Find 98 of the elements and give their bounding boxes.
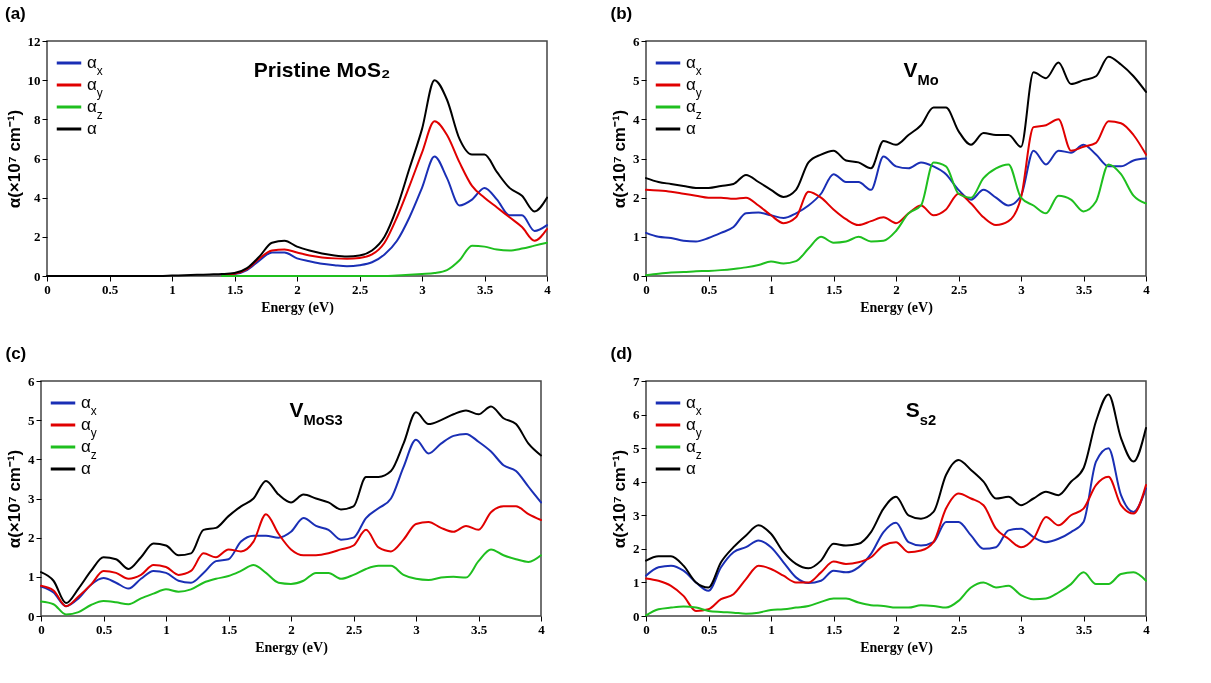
x-tick-label: 2.5 xyxy=(351,281,369,297)
legend-label: α xyxy=(81,459,91,478)
y-tick-label: 1 xyxy=(633,229,640,245)
x-tick-label: 3.5 xyxy=(470,621,488,637)
x-tick-label: 0 xyxy=(643,281,650,297)
x-tick-label: 4 xyxy=(544,281,552,297)
y-tick-label: 10 xyxy=(27,72,41,88)
x-tick-label: 1 xyxy=(768,281,775,297)
line-series xyxy=(645,475,1147,612)
line-series xyxy=(645,393,1147,589)
x-tick-label: 2 xyxy=(294,281,301,297)
y-tick-label: 0 xyxy=(633,268,640,284)
legend-label: α$_{x}$ xyxy=(87,53,103,78)
y-tick-label: 6 xyxy=(633,33,640,49)
y-tick-label: 4 xyxy=(28,451,35,467)
y-tick-label: 1 xyxy=(633,574,640,590)
line-series xyxy=(645,118,1147,227)
y-tick-label: 0 xyxy=(28,608,35,624)
y-axis-title: α(×10⁷ cm⁻¹) xyxy=(610,449,629,549)
y-tick-label: 2 xyxy=(34,229,41,245)
y-tick-label: 3 xyxy=(633,507,640,523)
y-axis-title: α(×10⁷ cm⁻¹) xyxy=(4,109,24,209)
y-tick-label: 12 xyxy=(27,33,41,49)
chart-title: (b) xyxy=(610,4,633,23)
y-tick-label: 5 xyxy=(633,440,640,456)
y-tick-label: 4 xyxy=(633,111,640,127)
x-axis-title: Energy (eV) xyxy=(860,639,934,656)
y-tick-label: 6 xyxy=(633,407,640,423)
x-tick-label: 2.5 xyxy=(950,621,968,637)
x-tick-label: 1.5 xyxy=(220,621,238,637)
legend-label: α xyxy=(686,459,696,478)
y-tick-label: 3 xyxy=(28,491,35,506)
y-axis-title: α(×10⁷ cm⁻¹) xyxy=(5,449,24,549)
x-tick-label: 2.5 xyxy=(950,281,968,297)
x-tick-label: 3 xyxy=(1018,621,1026,637)
annotation: S$_{s2}$ xyxy=(905,398,937,428)
x-tick-label: 2.5 xyxy=(345,621,363,637)
y-tick-label: 6 xyxy=(34,151,41,166)
legend-label: α$_{x}$ xyxy=(81,393,97,418)
y-tick-label: 2 xyxy=(633,190,640,206)
x-tick-label: 1 xyxy=(768,621,775,637)
legend-label: α$_{x}$ xyxy=(686,393,702,418)
legend-label: α$_{x}$ xyxy=(686,53,702,78)
line-series xyxy=(40,505,542,608)
x-tick-label: 2 xyxy=(893,281,900,297)
x-tick-label: 0 xyxy=(44,281,51,297)
y-tick-label: 3 xyxy=(633,151,640,166)
y-tick-label: 4 xyxy=(633,474,640,490)
line-series xyxy=(645,571,1147,617)
y-axis-title: α(×10⁷ cm⁻¹) xyxy=(610,109,629,209)
legend-label: α xyxy=(87,119,97,138)
x-tick-label: 2 xyxy=(288,621,295,637)
y-tick-label: 0 xyxy=(34,268,41,284)
x-tick-label: 0 xyxy=(643,621,650,637)
y-tick-label: 5 xyxy=(633,72,640,88)
y-tick-label: 4 xyxy=(34,190,41,206)
x-tick-label: 3 xyxy=(413,621,421,637)
x-tick-label: 1 xyxy=(169,281,176,297)
x-tick-label: 3 xyxy=(1018,281,1026,297)
x-tick-label: 2 xyxy=(893,621,900,637)
line-series xyxy=(645,55,1147,198)
x-tick-label: 3 xyxy=(419,281,427,297)
annotation: V$_{MoS3}$ xyxy=(289,398,343,428)
y-tick-label: 8 xyxy=(34,111,41,127)
line-series xyxy=(221,241,548,277)
x-tick-label: 1.5 xyxy=(226,281,244,297)
annotation: V$_{Mo}$ xyxy=(903,58,939,88)
x-tick-label: 3.5 xyxy=(1075,621,1093,637)
chart-title: (d) xyxy=(610,344,633,363)
x-tick-label: 1.5 xyxy=(825,281,843,297)
chart-title: (a) xyxy=(5,4,26,23)
y-tick-label: 7 xyxy=(633,373,640,389)
x-tick-label: 4 xyxy=(1143,281,1151,297)
y-tick-label: 6 xyxy=(28,373,35,389)
line-series xyxy=(645,161,1147,277)
x-tick-label: 1.5 xyxy=(825,621,843,637)
legend-label: α xyxy=(686,119,696,138)
x-axis-title: Energy (eV) xyxy=(860,299,934,316)
y-tick-label: 5 xyxy=(28,412,35,428)
y-tick-label: 0 xyxy=(633,608,640,624)
chart-title: (c) xyxy=(5,344,27,363)
y-tick-label: 2 xyxy=(633,541,640,557)
x-tick-label: 3.5 xyxy=(476,281,494,297)
x-tick-label: 0.5 xyxy=(700,621,718,637)
x-tick-label: 1 xyxy=(163,621,170,637)
line-series xyxy=(645,143,1147,243)
x-tick-label: 4 xyxy=(1143,621,1151,637)
x-tick-label: 0.5 xyxy=(101,281,119,297)
line-series xyxy=(40,548,542,616)
annotation: Pristine MoS₂ xyxy=(253,58,391,81)
x-axis-title: Energy (eV) xyxy=(255,639,329,656)
x-tick-label: 3.5 xyxy=(1075,281,1093,297)
x-axis-title: Energy (eV) xyxy=(261,299,335,316)
x-tick-label: 0.5 xyxy=(95,621,113,637)
y-tick-label: 2 xyxy=(28,530,35,546)
x-tick-label: 0.5 xyxy=(700,281,718,297)
y-tick-label: 1 xyxy=(28,569,35,585)
x-tick-label: 4 xyxy=(538,621,546,637)
